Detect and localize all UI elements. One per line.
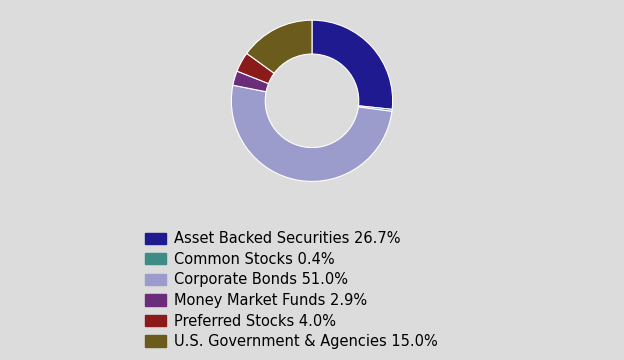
- Wedge shape: [312, 20, 392, 109]
- Wedge shape: [237, 53, 274, 84]
- Legend: Asset Backed Securities 26.7%, Common Stocks 0.4%, Corporate Bonds 51.0%, Money : Asset Backed Securities 26.7%, Common St…: [145, 231, 437, 349]
- Wedge shape: [358, 106, 392, 111]
- Wedge shape: [233, 71, 268, 92]
- Wedge shape: [246, 20, 312, 73]
- Wedge shape: [232, 85, 392, 181]
